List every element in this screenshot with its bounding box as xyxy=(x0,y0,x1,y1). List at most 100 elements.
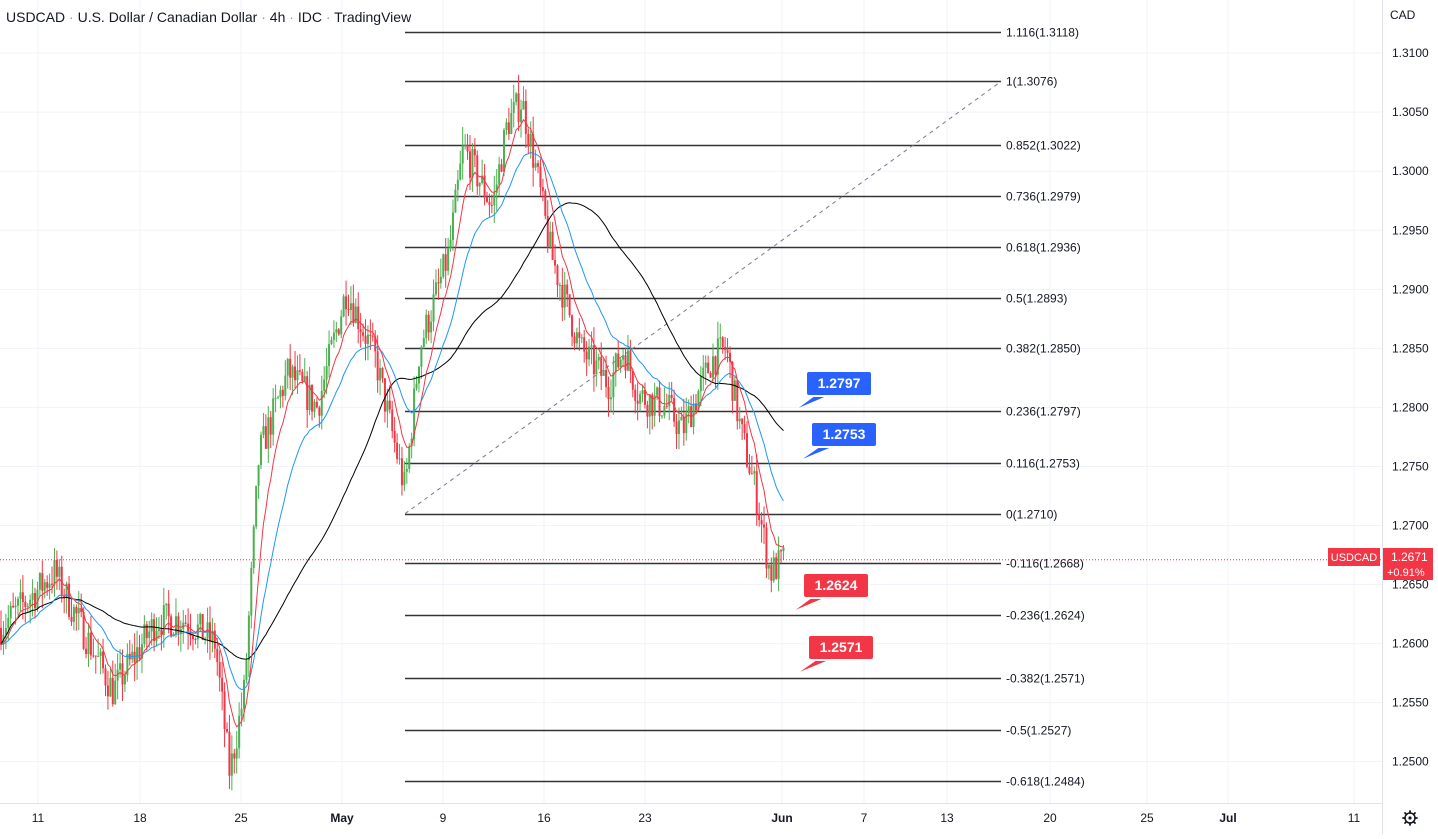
candle-body xyxy=(597,356,600,361)
candle-body xyxy=(29,599,32,606)
candle-body xyxy=(99,651,102,657)
candle-body xyxy=(454,189,457,213)
candle-body xyxy=(136,647,139,663)
candle-body xyxy=(544,190,547,217)
candle-body xyxy=(196,624,199,640)
candle-body xyxy=(267,417,270,449)
candle-body xyxy=(583,337,586,352)
candle-body xyxy=(733,380,736,401)
candle-body xyxy=(60,566,63,597)
last-price-symbol-badge xyxy=(1328,548,1380,566)
time-tick-label: 25 xyxy=(1140,811,1154,825)
candle-body xyxy=(126,653,129,676)
candle-body xyxy=(609,397,612,400)
candle-body xyxy=(422,338,425,347)
candle-body xyxy=(716,338,719,375)
candle-body xyxy=(746,433,749,467)
candle-body xyxy=(471,148,474,178)
fib-level-label: -0.618(1.2484) xyxy=(1006,775,1085,789)
candle-body xyxy=(68,583,71,617)
price-callout[interactable]: 1.2624 xyxy=(791,572,870,613)
candle-body xyxy=(527,133,530,147)
candle-body xyxy=(415,383,418,389)
candle-body xyxy=(379,368,382,381)
fib-level-label: 0.736(1.2979) xyxy=(1006,190,1081,204)
candle-body xyxy=(89,632,92,656)
candle-body xyxy=(580,337,583,339)
callout-text: 1.2797 xyxy=(818,375,861,391)
candle-body xyxy=(612,372,615,398)
fib-trend-line[interactable] xyxy=(404,81,1002,515)
candle-body xyxy=(342,296,345,317)
candle-body xyxy=(760,520,763,525)
sma-slow-line[interactable] xyxy=(0,202,784,660)
candle-body xyxy=(459,163,462,180)
candle-body xyxy=(709,373,712,378)
price-callout[interactable]: 1.2753 xyxy=(798,421,878,462)
time-tick-label: 23 xyxy=(638,811,652,825)
candle-body xyxy=(345,296,348,310)
candle-body xyxy=(21,592,24,603)
candle-body xyxy=(245,660,248,680)
candle-body xyxy=(340,316,343,335)
candle-body xyxy=(354,306,357,323)
candle-body xyxy=(75,607,78,614)
fib-level-label: 1.116(1.3118) xyxy=(1006,26,1079,40)
candle-body xyxy=(274,397,277,399)
candle-body xyxy=(211,630,214,642)
price-tick-label: 1.3050 xyxy=(1392,105,1429,119)
candle-body xyxy=(133,651,136,663)
candle-body xyxy=(269,417,272,435)
candle-body xyxy=(724,346,727,351)
candle-body xyxy=(590,345,593,347)
candle-body xyxy=(748,466,751,474)
candle-body xyxy=(646,404,649,417)
candle-body xyxy=(63,596,66,599)
candle-body xyxy=(566,284,569,295)
candle-body xyxy=(772,557,775,581)
price-tick-label: 1.2500 xyxy=(1392,755,1429,769)
platform-label: TradingView xyxy=(334,9,412,25)
candle-body xyxy=(114,680,117,705)
candle-body xyxy=(765,527,768,569)
candle-body xyxy=(400,458,403,486)
candle-body xyxy=(442,254,445,277)
last-price-value-badge xyxy=(1383,548,1433,580)
candle-body xyxy=(439,276,442,284)
candle-body xyxy=(498,164,501,185)
candle-body xyxy=(119,663,122,670)
candle-body xyxy=(303,376,306,382)
time-tick-label: 16 xyxy=(537,811,551,825)
candle-body xyxy=(55,560,58,577)
candle-body xyxy=(578,332,581,338)
settings-gear-icon[interactable] xyxy=(1402,810,1418,826)
price-callout[interactable]: 1.2571 xyxy=(795,634,875,675)
time-tick-label: 11 xyxy=(1348,811,1361,825)
candle-body xyxy=(413,388,416,439)
candle-body xyxy=(568,294,571,316)
candle-body xyxy=(286,358,289,376)
candle-body xyxy=(500,164,503,172)
candle-body xyxy=(573,336,576,344)
price-tick-label: 1.2950 xyxy=(1392,223,1429,237)
currency-label[interactable]: CAD xyxy=(1390,8,1416,22)
candle-body xyxy=(444,254,447,271)
candle-body xyxy=(755,471,758,515)
candle-body xyxy=(257,465,260,486)
candle-body xyxy=(155,630,158,642)
candle-body xyxy=(468,151,471,178)
candle-body xyxy=(729,352,731,362)
candle-body xyxy=(417,366,420,384)
candle-body xyxy=(328,343,331,367)
candle-body xyxy=(145,624,148,639)
candle-body xyxy=(697,391,700,411)
candle-body xyxy=(298,370,301,372)
ema-fast-line[interactable] xyxy=(0,118,784,728)
price-callout[interactable]: 1.2797 xyxy=(794,370,873,411)
candle-body xyxy=(92,655,95,657)
ema-mid-line[interactable] xyxy=(0,151,784,691)
candle-body xyxy=(26,605,29,607)
fib-level-label: 0.852(1.3022) xyxy=(1006,139,1081,153)
